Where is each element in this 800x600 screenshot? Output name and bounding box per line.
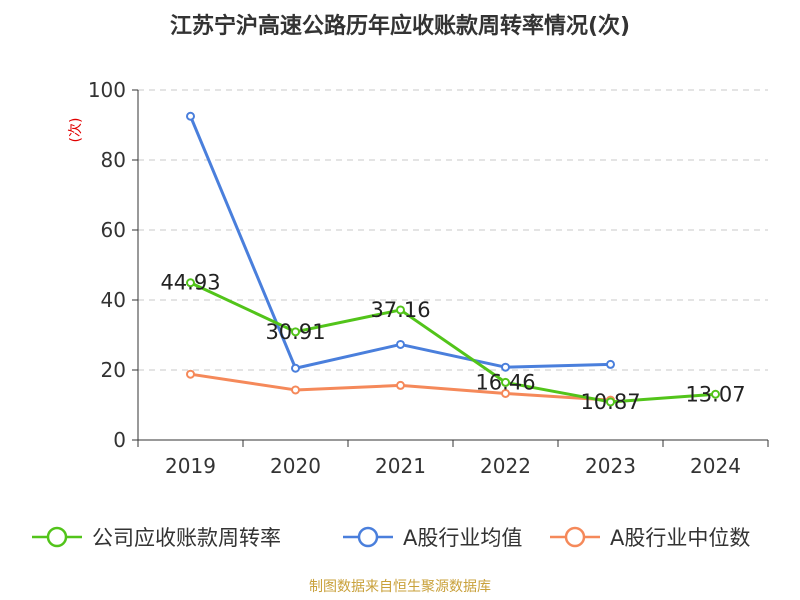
tick-labels: 0 20 40 60 80 100 2019 2020 2021 2022 2023 2024 <box>88 78 741 478</box>
x-tick-label: 2022 <box>480 454 531 478</box>
y-tick-label: 40 <box>101 288 126 312</box>
data-point <box>501 377 510 387</box>
data-label: 37.16 <box>370 298 430 322</box>
legend-label: 公司应收账款周转率 <box>92 526 281 550</box>
x-tick-label: 2021 <box>375 454 426 478</box>
data-point <box>186 278 195 288</box>
series-layer <box>186 111 720 407</box>
data-point <box>501 362 510 372</box>
data-point <box>711 389 720 399</box>
series-line <box>189 115 611 370</box>
data-label: 13.07 <box>685 382 745 406</box>
data-point <box>396 339 405 349</box>
legend-marker <box>46 526 68 548</box>
data-label: 16.46 <box>475 370 535 394</box>
source-note: 制图数据来自恒生聚源数据库 <box>309 579 491 595</box>
data-label: 10.87 <box>580 390 640 414</box>
data-labels: 44.93 30.91 37.16 16.46 10.87 13.07 <box>160 271 745 414</box>
data-point <box>396 305 405 315</box>
data-point <box>186 369 195 379</box>
data-point <box>291 363 300 373</box>
grid-lines <box>138 89 768 371</box>
y-tick-label: 80 <box>101 148 126 172</box>
y-tick-label: 0 <box>113 428 126 452</box>
x-tick-label: 2024 <box>690 454 741 478</box>
axes <box>132 89 769 447</box>
data-point <box>501 388 510 398</box>
data-point <box>606 359 615 369</box>
x-tick-label: 2019 <box>165 454 216 478</box>
legend-marker <box>357 526 379 548</box>
data-label: 30.91 <box>265 320 325 344</box>
data-point <box>291 327 300 337</box>
series-line <box>189 281 716 404</box>
y-tick-label: 20 <box>101 358 126 382</box>
legend: 公司应收账款周转率 A股行业均值 A股行业中位数 <box>32 526 750 550</box>
y-tick-label: 100 <box>88 78 126 102</box>
data-point <box>291 385 300 395</box>
y-axis-unit-label: (次) <box>68 118 84 143</box>
data-label: 44.93 <box>160 271 220 295</box>
legend-marker <box>564 526 586 548</box>
data-point <box>396 380 405 390</box>
legend-label: A股行业均值 <box>403 526 522 550</box>
data-point <box>186 111 195 121</box>
x-tick-label: 2023 <box>585 454 636 478</box>
y-tick-label: 60 <box>101 218 126 242</box>
x-tick-label: 2020 <box>270 454 321 478</box>
chart-title: 江苏宁沪高速公路历年应收账款周转率情况(次) <box>169 14 631 39</box>
data-point <box>606 397 615 407</box>
legend-label: A股行业中位数 <box>610 526 750 550</box>
